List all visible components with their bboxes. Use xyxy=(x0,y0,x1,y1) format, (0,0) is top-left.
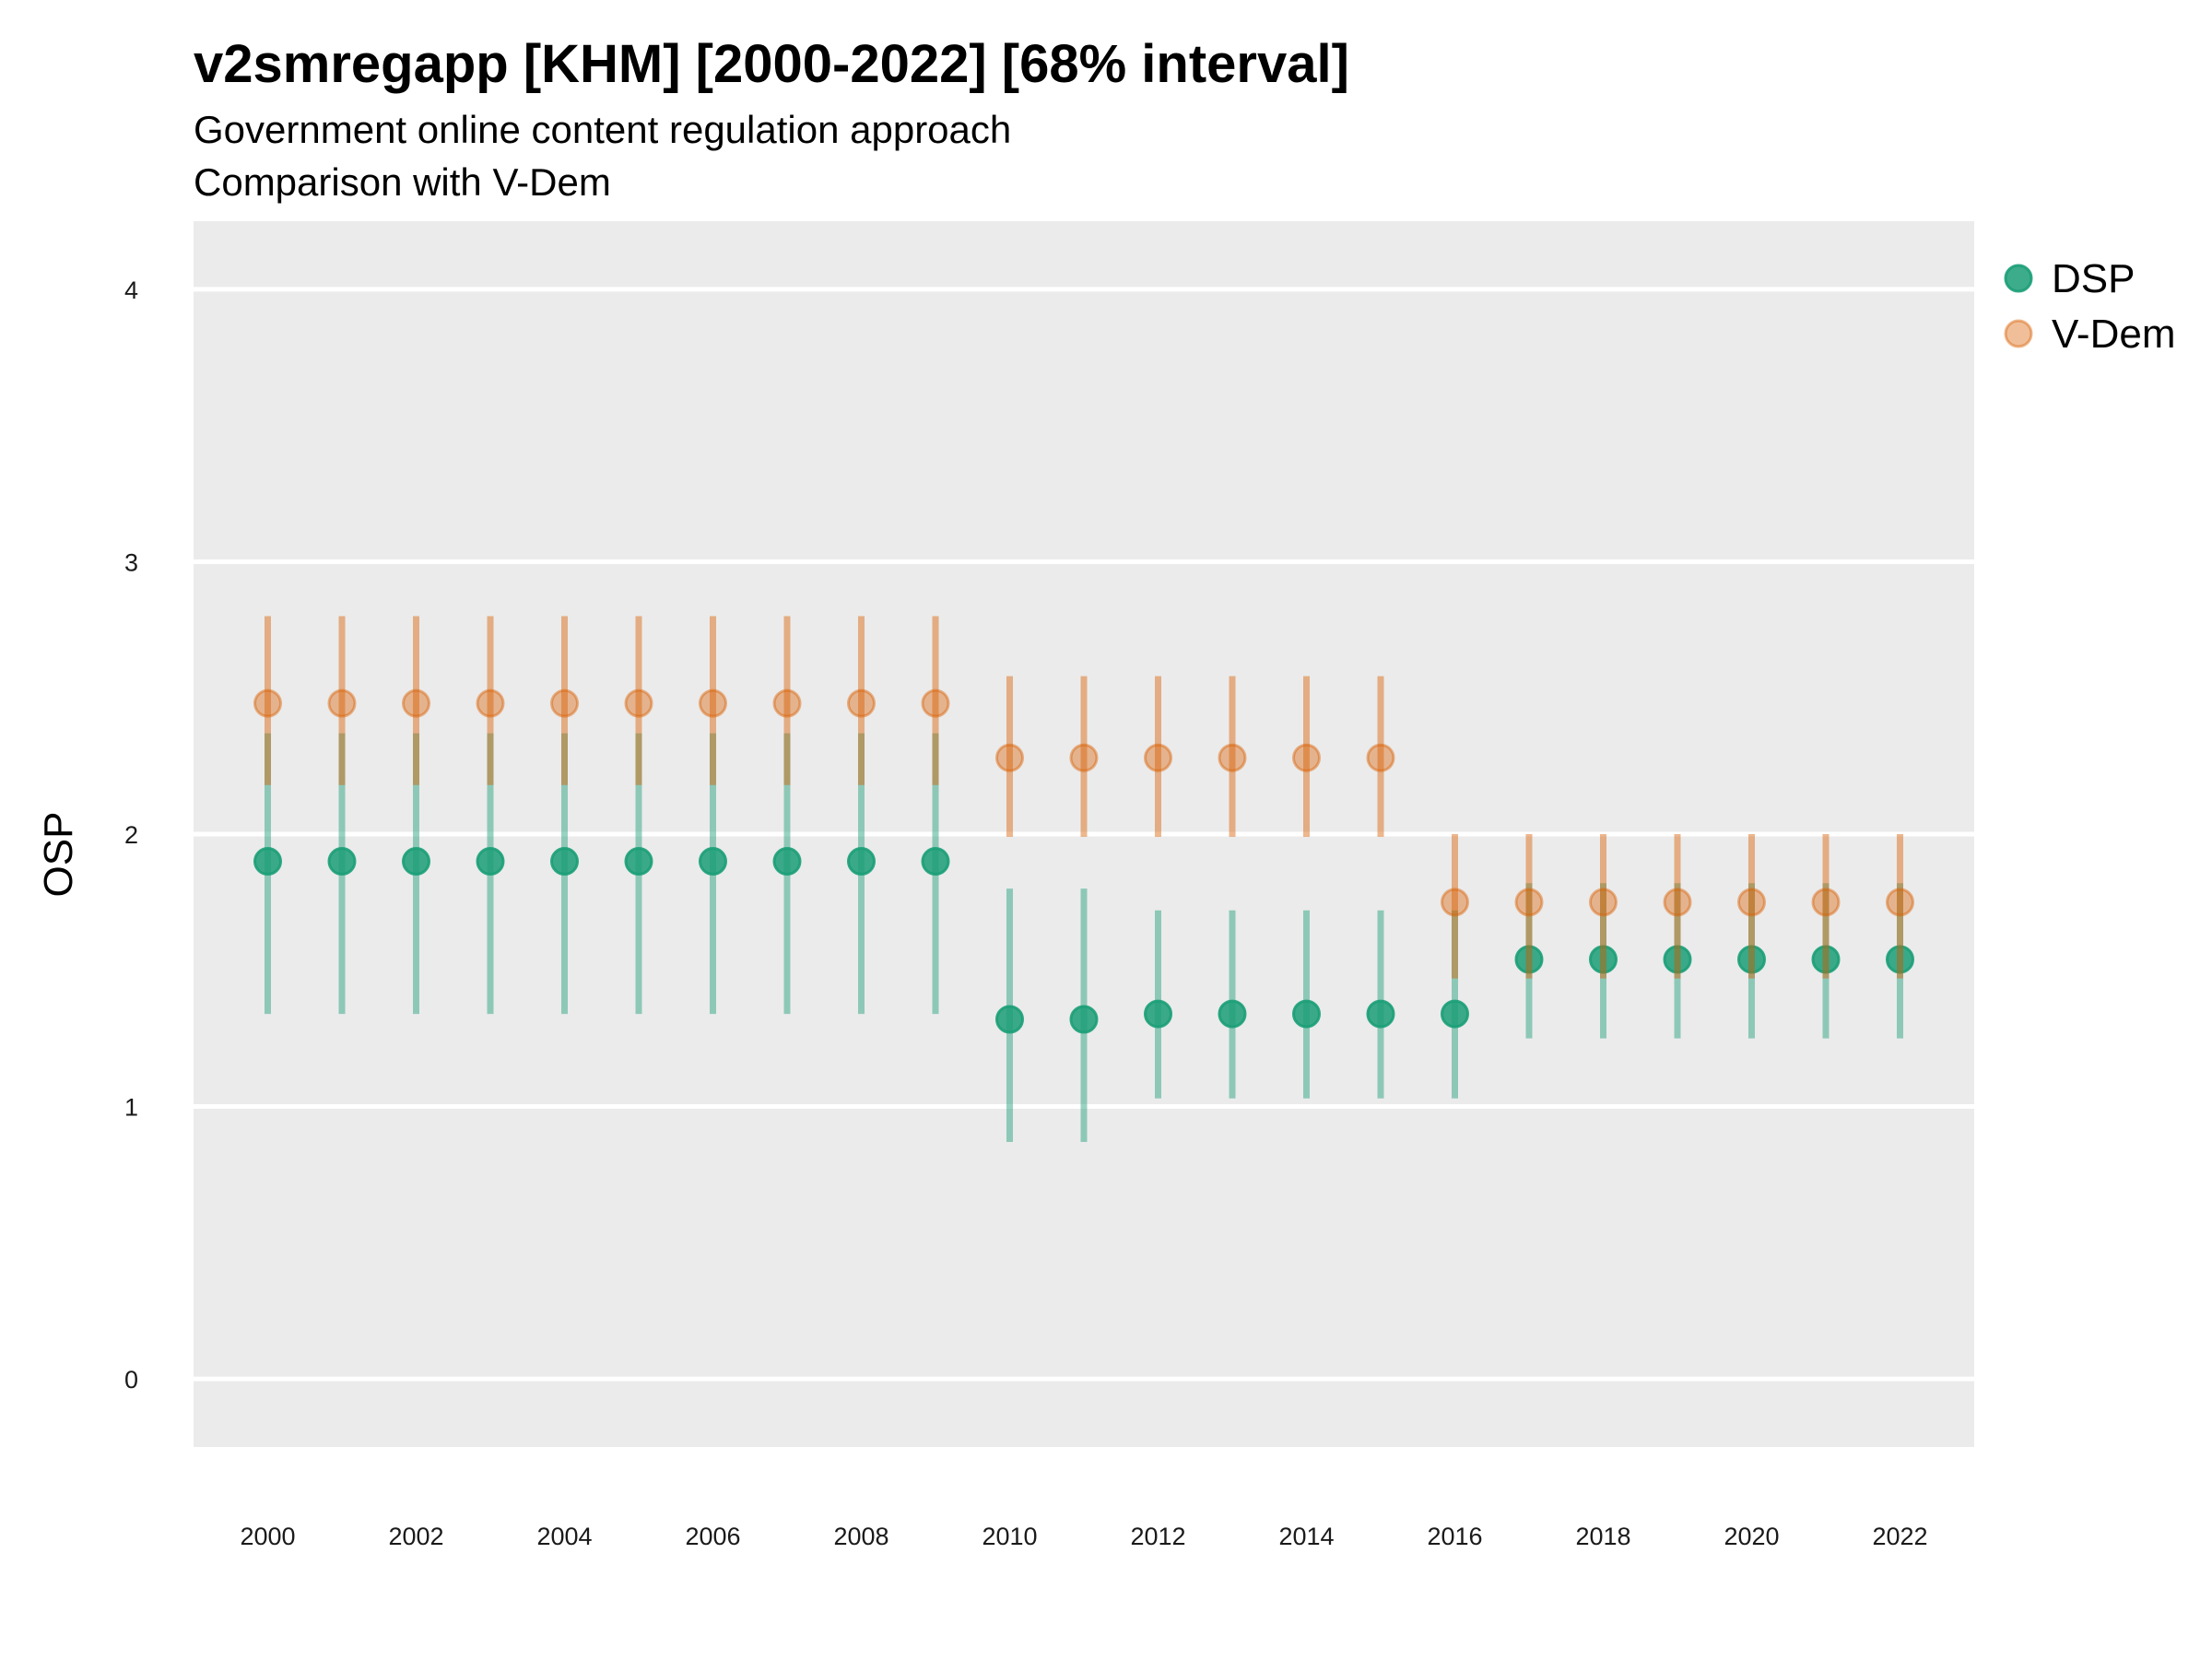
x-tick-label: 2012 xyxy=(1130,1523,1185,1550)
legend: DSP V-Dem xyxy=(2004,256,2175,357)
y-tick-label: 2 xyxy=(124,821,138,849)
data-point xyxy=(624,688,653,718)
data-point xyxy=(1589,888,1618,917)
data-point xyxy=(1737,888,1766,917)
y-axis-title: OSP xyxy=(36,812,81,898)
legend-label: V-Dem xyxy=(2052,312,2175,357)
data-point xyxy=(1292,999,1321,1029)
x-tick-label: 2006 xyxy=(685,1523,740,1550)
y-tick-label: 4 xyxy=(124,276,138,304)
x-tick-label: 2010 xyxy=(982,1523,1037,1550)
data-point xyxy=(1589,945,1618,974)
x-tick-label: 2008 xyxy=(833,1523,888,1550)
legend-key xyxy=(2004,319,2033,348)
legend-label: DSP xyxy=(2052,256,2135,301)
data-point xyxy=(995,743,1024,772)
x-tick-label: 2014 xyxy=(1278,1523,1334,1550)
data-point xyxy=(921,847,950,877)
x-tick-label: 2016 xyxy=(1427,1523,1482,1550)
series-layer xyxy=(253,616,1914,1142)
data-point xyxy=(402,847,430,877)
data-point xyxy=(995,1005,1024,1034)
data-point xyxy=(699,847,727,877)
data-point xyxy=(847,847,876,877)
y-axis: 0 1 2 3 4 xyxy=(124,276,138,1394)
data-point xyxy=(1514,945,1544,974)
data-point xyxy=(1144,743,1172,772)
data-point xyxy=(1441,999,1469,1029)
legend-key xyxy=(2004,264,2033,293)
x-tick-label: 2020 xyxy=(1724,1523,1779,1550)
data-point xyxy=(1144,999,1172,1029)
x-tick-label: 2000 xyxy=(240,1523,295,1550)
chart-title: v2smregapp [KHM] [2000-2022] [68% interv… xyxy=(194,34,1349,94)
data-point xyxy=(327,847,357,877)
data-point xyxy=(327,688,357,718)
chart-subtitle-line-1: Government online content regulation app… xyxy=(194,108,1012,151)
data-point xyxy=(1811,945,1841,974)
data-point xyxy=(550,688,579,718)
data-point xyxy=(1514,888,1544,917)
x-axis: 2000 2002 2004 2006 2008 2010 2012 2014 2016 2018… xyxy=(240,1523,1927,1550)
data-point xyxy=(1811,888,1841,917)
data-point xyxy=(772,847,802,877)
data-point xyxy=(1218,999,1247,1029)
y-tick-label: 1 xyxy=(124,1094,138,1122)
data-point xyxy=(699,688,727,718)
data-point xyxy=(253,688,282,718)
data-point xyxy=(921,688,950,718)
x-tick-label: 2004 xyxy=(536,1523,592,1550)
data-point xyxy=(1218,743,1247,772)
data-point xyxy=(847,688,876,718)
data-point xyxy=(1366,743,1395,772)
data-point xyxy=(1663,888,1692,917)
x-tick-label: 2018 xyxy=(1575,1523,1630,1550)
data-point xyxy=(624,847,653,877)
data-point xyxy=(253,847,282,877)
data-point xyxy=(1886,888,1914,917)
x-tick-label: 2002 xyxy=(388,1523,443,1550)
gridlines xyxy=(194,287,1974,1382)
data-point xyxy=(1069,1005,1099,1034)
data-point xyxy=(1441,888,1469,917)
y-tick-label: 3 xyxy=(124,548,138,576)
data-point xyxy=(1886,945,1914,974)
chart-subtitle-line-2: Comparison with V-Dem xyxy=(194,160,611,204)
data-point xyxy=(476,688,505,718)
y-tick-label: 0 xyxy=(124,1366,138,1394)
x-tick-label: 2022 xyxy=(1872,1523,1927,1550)
series-dsp xyxy=(253,733,1914,1142)
data-point xyxy=(550,847,579,877)
data-point xyxy=(402,688,430,718)
data-point xyxy=(1663,945,1692,974)
data-point xyxy=(1069,743,1099,772)
data-point xyxy=(1292,743,1321,772)
data-point xyxy=(772,688,802,718)
data-point xyxy=(1737,945,1766,974)
data-point xyxy=(1366,999,1395,1029)
series-v-dem xyxy=(253,616,1914,979)
data-point xyxy=(476,847,505,877)
